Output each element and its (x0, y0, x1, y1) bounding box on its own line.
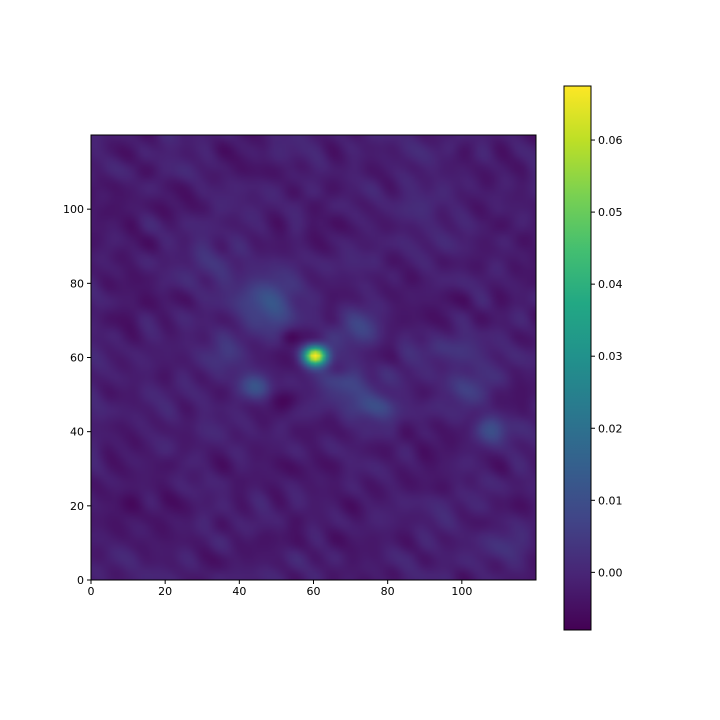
colorbar-tick-label: 0.00 (598, 566, 623, 579)
colorbar-tick-label: 0.02 (598, 422, 623, 435)
x-tick-label: 0 (88, 585, 95, 598)
colorbar-tick-label: 0.06 (598, 134, 623, 147)
y-tick-label: 80 (70, 277, 84, 290)
y-tick-label: 20 (70, 500, 84, 513)
colorbar-tick-label: 0.04 (598, 278, 623, 291)
x-tick-label: 100 (451, 585, 472, 598)
x-tick-label: 40 (232, 585, 246, 598)
colorbar-axis: 0.00 0.01 0.02 0.03 0.04 0.05 0.06 (591, 134, 623, 579)
colorbar-tick-label: 0.01 (598, 494, 623, 507)
x-tick-label: 80 (381, 585, 395, 598)
y-tick-label: 60 (70, 352, 84, 365)
colorbar-tick-label: 0.05 (598, 206, 623, 219)
x-axis: 0 20 40 60 80 100 (88, 580, 472, 598)
y-axis: 0 20 40 60 80 100 (63, 203, 91, 587)
x-tick-label: 60 (307, 585, 321, 598)
y-tick-label: 100 (63, 203, 84, 216)
colorbar-tick-label: 0.03 (598, 350, 623, 363)
heatmap-image (91, 135, 536, 580)
y-tick-label: 0 (77, 574, 84, 587)
colorbar (563, 85, 592, 631)
x-tick-label: 20 (158, 585, 172, 598)
y-tick-label: 40 (70, 426, 84, 439)
